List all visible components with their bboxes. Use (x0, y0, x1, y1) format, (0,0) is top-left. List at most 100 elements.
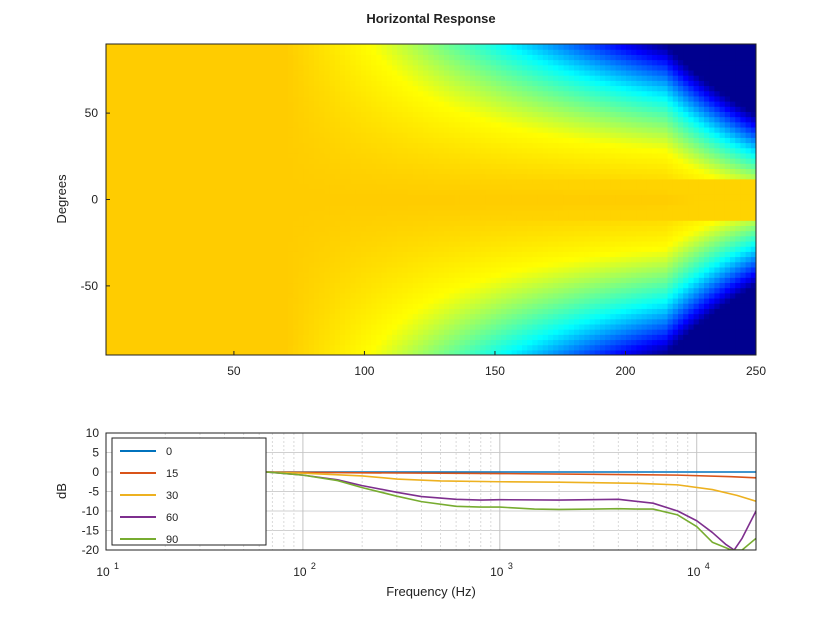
heatmap-cell (246, 163, 253, 169)
heatmap-cell (277, 101, 284, 107)
heatmap-cell (381, 303, 388, 309)
heatmap-cell (106, 292, 112, 299)
heatmap-cell (204, 209, 211, 216)
heatmap-cell (334, 137, 341, 144)
heatmap-cell (433, 85, 440, 92)
heatmap-cell (204, 199, 211, 206)
heatmap-cell (360, 287, 367, 294)
heatmap-cell (340, 240, 346, 247)
heatmap-cell (444, 142, 450, 149)
heatmap-cell (402, 69, 409, 76)
heatmap-cell (168, 230, 175, 237)
heatmap-cell (324, 158, 331, 164)
heatmap-cell (433, 215, 440, 221)
heatmap-cell (464, 69, 471, 76)
heatmap-cell (308, 277, 315, 284)
heatmap-cell (480, 292, 487, 299)
heatmap-cell (267, 292, 273, 299)
heatmap-cell (163, 230, 169, 237)
heatmap-cell (366, 344, 372, 351)
heatmap-cell (516, 163, 523, 169)
heatmap-cell (459, 178, 466, 185)
heatmap-cell (496, 75, 502, 81)
heatmap-cell (350, 308, 357, 315)
heatmap-cell (215, 54, 221, 61)
heatmap-cell (459, 152, 466, 159)
heatmap-cell (340, 90, 346, 97)
heatmap-cell (407, 240, 414, 247)
heatmap-cell (293, 69, 299, 76)
heatmap-cell (423, 240, 429, 247)
heatmap-cell (142, 49, 149, 55)
heatmap-cell (199, 313, 206, 320)
heatmap-cell (376, 59, 383, 66)
heatmap-cell (423, 147, 429, 154)
heatmap-cell (407, 137, 414, 144)
heatmap-cell (225, 168, 232, 175)
heatmap-cell (449, 318, 455, 325)
heatmap-cell (371, 266, 377, 273)
heatmap-cell (501, 85, 507, 92)
heatmap-cell (199, 323, 206, 330)
heatmap-cell (267, 147, 273, 154)
heatmap-cell (360, 142, 367, 149)
heatmap-cell (324, 126, 331, 133)
heatmap-cell (163, 163, 169, 169)
heatmap-cell (204, 251, 211, 258)
heatmap-cell (475, 126, 481, 133)
heatmap-cell (449, 204, 455, 211)
heatmap-cell (189, 215, 195, 221)
heatmap-cell (132, 282, 138, 289)
heatmap-cell (298, 318, 305, 325)
heatmap-cell (454, 178, 461, 185)
heatmap-cell (314, 323, 320, 330)
heatmap-cell (407, 126, 414, 133)
heatmap-cell (506, 132, 513, 138)
heatmap-cell (225, 95, 232, 102)
heatmap-cell (392, 101, 398, 107)
heatmap-cell (158, 251, 164, 258)
heatmap-cell (152, 246, 159, 252)
heatmap-cell (147, 272, 154, 278)
heatmap-cell (428, 277, 435, 284)
heatmap-cell (490, 111, 497, 118)
heatmap-cell (121, 132, 128, 138)
heatmap-cell (267, 225, 273, 232)
heatmap-cell (111, 261, 117, 268)
heatmap-cell (272, 178, 279, 185)
heatmap-cell (106, 80, 112, 87)
heatmap-cell (147, 251, 154, 258)
heatmap-cell (314, 80, 320, 87)
heatmap-cell (314, 173, 320, 180)
heatmap-cell (173, 220, 180, 227)
heatmap-cell (163, 209, 169, 216)
heatmap-cell (132, 101, 138, 107)
heatmap-cell (158, 246, 164, 252)
heatmap-cell (147, 106, 154, 112)
heatmap-cell (397, 111, 403, 118)
heatmap-cell (314, 142, 320, 149)
heatmap-cell (454, 121, 461, 128)
heatmap-cell (267, 69, 273, 76)
heatmap-cell (402, 318, 409, 325)
heatmap-cell (152, 235, 159, 242)
heatmap-cell (194, 246, 201, 252)
heatmap-cell (251, 137, 258, 144)
heatmap-cell (298, 334, 305, 341)
heatmap-cell (418, 251, 424, 258)
heatmap-cell (137, 106, 143, 112)
heatmap-cell (189, 308, 195, 315)
heatmap-cell (480, 54, 487, 61)
heatmap-cell (303, 204, 310, 211)
heatmap-cell (438, 297, 445, 304)
heatmap-cell (215, 85, 221, 92)
heatmap-cell (511, 318, 518, 325)
heatmap-cell (210, 152, 216, 159)
heatmap-cell (251, 220, 258, 227)
heatmap-cell (137, 194, 143, 201)
heatmap-cell (423, 64, 429, 71)
heatmap-cell (147, 49, 154, 55)
heatmap-cell (496, 44, 502, 50)
heatmap-cell (433, 334, 440, 341)
heatmap-cell (298, 142, 305, 149)
